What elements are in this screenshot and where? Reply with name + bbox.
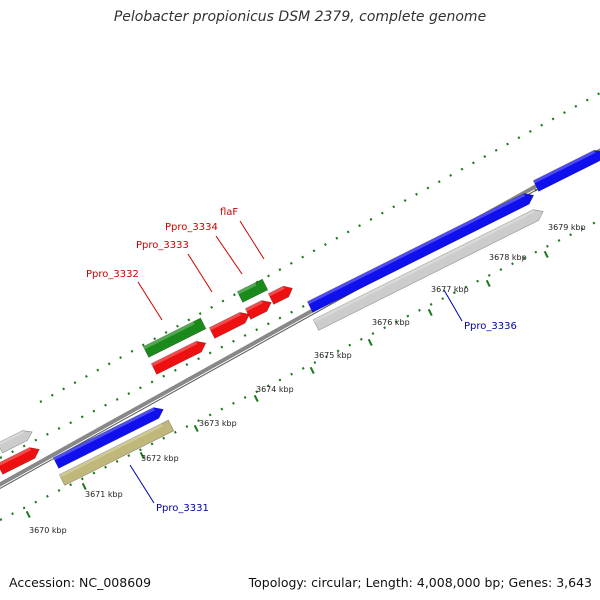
gene-label-4: Ppro_3336: [464, 321, 517, 332]
gene-ppro-3331-shape: [52, 407, 164, 469]
gene-flaf-shape: [236, 278, 269, 303]
genome-title: Pelobacter propionicus DSM 2379, complet…: [113, 9, 487, 25]
gene-ppro-3332: [142, 317, 207, 358]
gene-red-a-shape: [150, 340, 207, 375]
tick-label-4: 3674 kbp: [256, 385, 294, 394]
gene-blue-long-shape: [306, 193, 535, 313]
gene-leader-0: [137, 281, 163, 321]
tick-label-1: 3671 kbp: [85, 490, 123, 499]
gene-blue-right: [532, 149, 600, 192]
gene-olive: [58, 419, 175, 486]
gene-gray-long: [312, 209, 544, 331]
tick-label-0: 3670 kbp: [29, 526, 67, 535]
gene-gray-left-shape: [0, 430, 33, 454]
gene-gray-long-shape: [312, 209, 544, 331]
gene-ppro-3331: [52, 407, 164, 469]
gene-blue-right-shape: [532, 149, 600, 192]
gene-red-b-shape: [267, 285, 293, 305]
tick-label-2: 3672 kbp: [141, 454, 179, 463]
gene-red-left-shape: [0, 447, 40, 475]
gene-gray-left: [0, 430, 33, 454]
major-tick-2: [139, 451, 145, 460]
gene-ppro-3333-highlight: [209, 312, 242, 331]
tick-label-7: 3677 kbp: [431, 285, 469, 294]
major-tick-6: [367, 338, 373, 347]
gene-blue-long: [306, 193, 535, 313]
gene-ppro-3334: [244, 300, 272, 320]
gene-leader-5: [129, 464, 155, 504]
gene-ppro-3332-highlight: [143, 321, 195, 350]
gene-blue-right-highlight: [533, 150, 596, 184]
gene-flaf: [236, 278, 269, 303]
gene-red-b: [267, 285, 293, 305]
major-tick-3: [193, 424, 199, 433]
gene-ppro-3334-highlight: [245, 300, 263, 312]
gene-ppro-3332-shape: [142, 317, 207, 358]
gene-red-left: [0, 447, 40, 475]
major-tick-8: [485, 279, 491, 288]
gene-leader-4: [443, 289, 463, 322]
tick-label-9: 3679 kbp: [548, 223, 586, 232]
major-tick-1: [81, 482, 87, 491]
gene-ppro-3333-shape: [208, 312, 251, 339]
tick-label-8: 3678 kbp: [489, 253, 527, 262]
gene-label-1: Ppro_3333: [136, 240, 189, 251]
gene-gray-left-highlight: [0, 430, 24, 446]
gene-label-2: Ppro_3334: [165, 222, 218, 233]
accession-text: Accession: NC_008609: [9, 575, 152, 590]
gene-leader-3: [239, 220, 265, 260]
gene-red-b-highlight: [268, 286, 285, 297]
gene-olive-shape: [58, 419, 175, 486]
major-tick-7: [427, 308, 433, 317]
gene-label-5: Ppro_3331: [156, 503, 209, 514]
gene-label-0: Ppro_3332: [86, 269, 139, 280]
gene-olive-highlight: [59, 423, 163, 478]
tick-label-6: 3676 kbp: [372, 318, 410, 327]
gene-label-3: flaF: [220, 207, 238, 218]
major-tick-5: [309, 366, 315, 375]
major-tick-9: [543, 250, 549, 259]
gene-red-left-highlight: [0, 447, 31, 467]
gene-ppro-3333: [208, 312, 251, 339]
gene-red-a: [150, 340, 207, 375]
major-tick-0: [25, 510, 31, 519]
major-tick-4: [253, 394, 259, 403]
gene-ppro-3331-highlight: [53, 407, 155, 461]
gene-leader-2: [215, 235, 243, 275]
gene-ppro-3334-shape: [244, 300, 272, 320]
gene-flaf-highlight: [237, 282, 257, 295]
gene-leader-1: [187, 253, 213, 293]
tick-label-5: 3675 kbp: [314, 351, 352, 360]
gene-gray-long-highlight: [313, 209, 535, 323]
topology-summary: Topology: circular; Length: 4,008,000 bp…: [248, 575, 592, 590]
gene-blue-long-highlight: [307, 193, 526, 305]
tick-label-3: 3673 kbp: [199, 419, 237, 428]
lower-scale-track: [0, 219, 600, 521]
gene-red-a-highlight: [151, 341, 198, 367]
